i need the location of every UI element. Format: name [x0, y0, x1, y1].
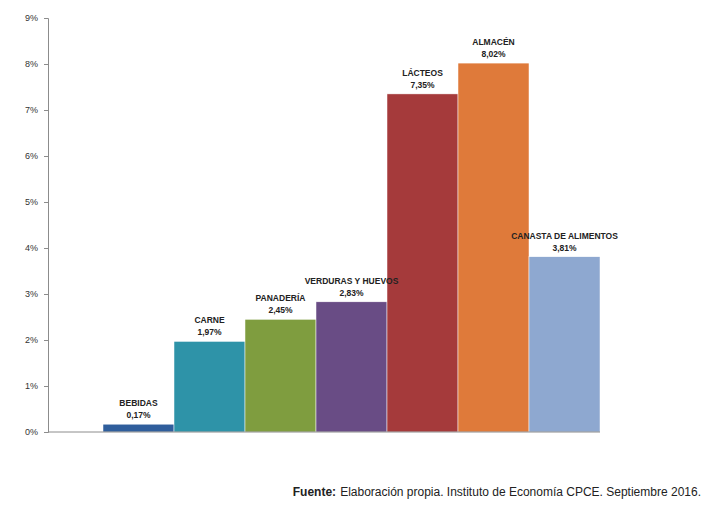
y-tick-label: 5% — [25, 197, 38, 207]
source-label: Fuente: — [293, 485, 336, 499]
chart: 0% 1% 2% 3% 4% 5% 6% 7% 8% 9% BEBIDAS 0,17% CARNE 1,9… — [0, 0, 709, 517]
source-text: Elaboración propia. Instituto de Economí… — [340, 485, 701, 499]
source-note: Fuente: Elaboración propia. Instituto de … — [293, 485, 701, 499]
bar-category-label: LÁCTEOS — [402, 68, 443, 78]
bar-category-label: CANASTA DE ALIMENTOS — [511, 231, 618, 241]
y-tick: 0% — [25, 427, 48, 437]
bar — [103, 424, 174, 432]
y-tick-mark — [44, 386, 48, 387]
bar — [316, 302, 387, 432]
bar-value-label: 0,17% — [126, 410, 151, 420]
y-tick-label: 3% — [25, 289, 38, 299]
y-tick-mark — [44, 64, 48, 65]
bar-value-label: 2,45% — [268, 305, 293, 315]
y-tick-mark — [44, 156, 48, 157]
y-tick: 7% — [25, 105, 48, 115]
y-tick-mark — [44, 202, 48, 203]
y-tick-label: 9% — [25, 13, 38, 23]
bar — [245, 319, 316, 432]
bar-value-label: 1,97% — [197, 327, 222, 337]
y-tick: 1% — [25, 381, 48, 391]
y-tick: 2% — [25, 335, 48, 345]
bars — [103, 63, 600, 432]
y-tick-mark — [44, 294, 48, 295]
bar-category-label: CARNE — [194, 315, 225, 325]
y-tick-mark — [44, 340, 48, 341]
y-tick: 3% — [25, 289, 48, 299]
y-axis-line — [44, 19, 49, 433]
bar-value-label: 8,02% — [481, 49, 506, 59]
y-tick: 9% — [25, 13, 48, 23]
y-tick-mark — [44, 18, 48, 19]
bar — [529, 257, 600, 432]
y-tick-label: 0% — [25, 427, 38, 437]
y-axis: 0% 1% 2% 3% 4% 5% 6% 7% 8% 9% — [25, 13, 49, 437]
y-tick-label: 7% — [25, 105, 38, 115]
y-tick-label: 6% — [25, 151, 38, 161]
bar-category-label: ALMACÉN — [472, 37, 515, 47]
bar-category-label: BEBIDAS — [119, 398, 158, 408]
y-tick-label: 4% — [25, 243, 38, 253]
data-labels: BEBIDAS 0,17% CARNE 1,97% PANADERÍA 2,45% VERD… — [119, 37, 618, 420]
y-tick-mark — [44, 248, 48, 249]
bar-category-label: VERDURAS Y HUEVOS — [305, 276, 399, 286]
y-tick-label: 8% — [25, 59, 38, 69]
y-tick-mark — [44, 432, 48, 433]
x-axis — [48, 432, 600, 433]
y-tick: 8% — [25, 59, 48, 69]
y-tick-label: 2% — [25, 335, 38, 345]
x-axis-line — [48, 432, 600, 433]
y-tick: 5% — [25, 197, 48, 207]
bar — [174, 341, 245, 432]
bar-value-label: 3,81% — [552, 243, 577, 253]
y-tick-mark — [44, 110, 48, 111]
bar-category-label: PANADERÍA — [256, 293, 306, 303]
bar — [458, 63, 529, 432]
y-tick-label: 1% — [25, 381, 38, 391]
y-tick: 4% — [25, 243, 48, 253]
y-tick: 6% — [25, 151, 48, 161]
bar-value-label: 2,83% — [339, 288, 364, 298]
bar-value-label: 7,35% — [410, 80, 435, 90]
bar — [387, 94, 458, 432]
